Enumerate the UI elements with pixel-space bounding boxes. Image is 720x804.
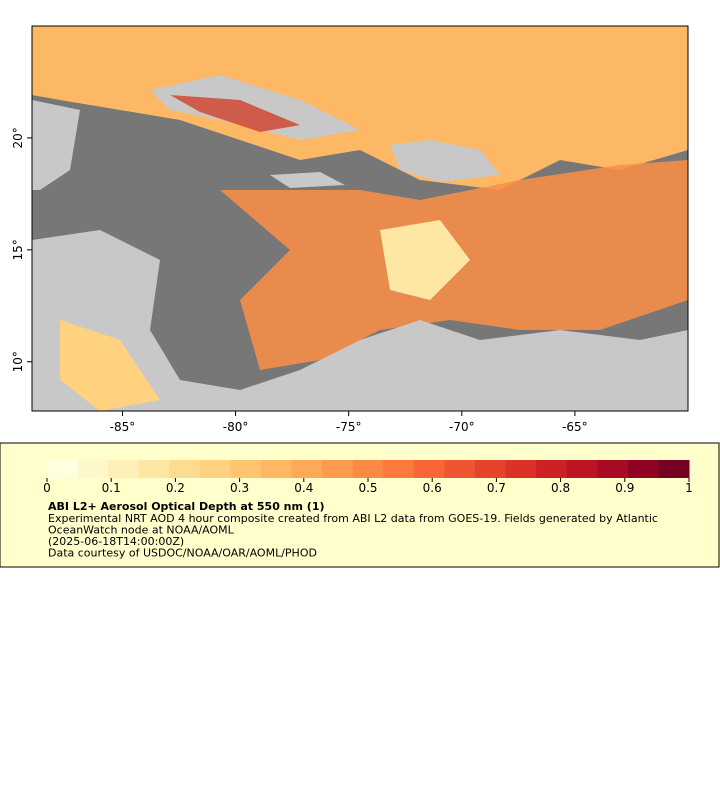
x-tick-label: -80° — [223, 420, 249, 434]
colorbar-cell — [505, 460, 537, 478]
legend-line: Data courtesy of USDOC/NOAA/OAR/AOML/PHO… — [48, 547, 317, 560]
colorbar-tick-label: 0.6 — [423, 481, 442, 495]
hispaniola — [390, 140, 500, 182]
legend-line: OceanWatch node at NOAA/AOML — [48, 524, 235, 537]
colorbar-cell — [77, 460, 109, 478]
y-tick-label: 10° — [11, 351, 25, 372]
yucatan — [32, 100, 80, 190]
jamaica — [270, 172, 345, 188]
colorbar-cell — [169, 460, 201, 478]
colorbar-cell — [475, 460, 507, 478]
colorbar-tick-label: 0.7 — [487, 481, 506, 495]
colorbar-cell — [413, 460, 445, 478]
aerosol-land — [60, 320, 160, 411]
colorbar-cell — [658, 460, 690, 478]
colorbar-cell — [597, 460, 629, 478]
colorbar-cell — [627, 460, 659, 478]
colorbar-tick-label: 0.9 — [615, 481, 634, 495]
colorbar-cell — [322, 460, 354, 478]
mainland — [32, 230, 688, 411]
colorbar-tick-label: 0.2 — [166, 481, 185, 495]
colorbar-tick-label: 1 — [685, 481, 693, 495]
colorbar-cell — [566, 460, 598, 478]
x-tick-label: -75° — [336, 420, 362, 434]
aerosol-north — [32, 26, 688, 190]
legend-line: (2025-06-18T14:00:00Z) — [48, 535, 184, 548]
aerosol-high — [170, 95, 300, 132]
colorbar-cell — [291, 460, 323, 478]
map-frame — [31, 25, 689, 412]
colorbar-cell — [47, 460, 79, 478]
y-tick-label: 15° — [11, 239, 25, 260]
colorbar-cell — [108, 460, 140, 478]
colorbar-tick-label: 0.1 — [102, 481, 121, 495]
aerosol-low — [380, 220, 470, 300]
legend-line: Experimental NRT AOD 4 hour composite cr… — [48, 512, 658, 525]
colorbar-cell — [352, 460, 384, 478]
colorbar-cell — [138, 460, 170, 478]
colorbar-tick-label: 0.3 — [230, 481, 249, 495]
x-tick-label: -70° — [449, 420, 475, 434]
colorbar-cell — [536, 460, 568, 478]
map-image — [31, 25, 689, 412]
x-tick-label: -85° — [110, 420, 136, 434]
colorbar-tick-label: 0.8 — [551, 481, 570, 495]
colorbar-cell — [261, 460, 293, 478]
colorbar-cell — [230, 460, 262, 478]
x-tick-label: -65° — [562, 420, 588, 434]
colorbar-tick-label: 0 — [43, 481, 51, 495]
legend-title: ABI L2+ Aerosol Optical Depth at 550 nm … — [48, 500, 325, 513]
y-tick-label: 20° — [11, 127, 25, 148]
colorbar-tick-label: 0.4 — [294, 481, 313, 495]
colorbar-tick-label: 0.5 — [358, 481, 377, 495]
colorbar-cell — [383, 460, 415, 478]
colorbar-cell — [444, 460, 476, 478]
colorbar-cell — [199, 460, 231, 478]
